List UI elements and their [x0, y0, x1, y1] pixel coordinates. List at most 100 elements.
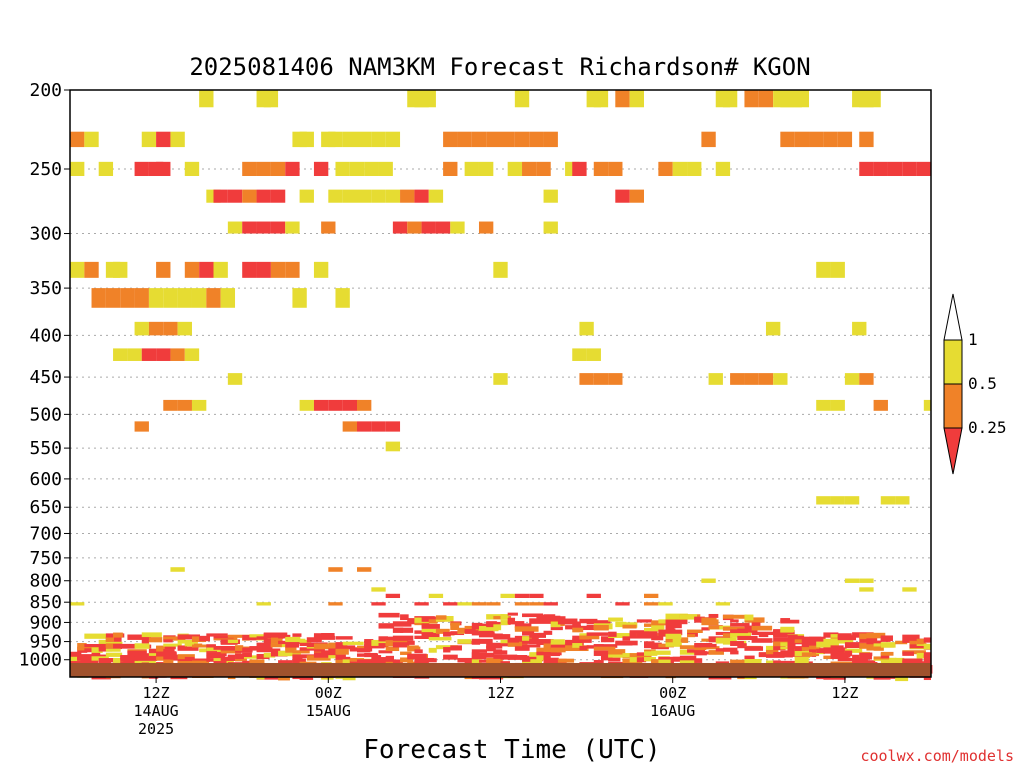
bl-streak	[608, 631, 617, 637]
bl-streak	[859, 652, 873, 657]
bl-streak	[536, 656, 546, 661]
heatmap-cell	[342, 189, 357, 203]
heatmap-cell	[414, 189, 429, 203]
bl-streak	[665, 626, 675, 631]
heatmap-cell	[199, 261, 214, 278]
bl-streak	[923, 652, 931, 658]
bl-streak	[773, 651, 793, 658]
bl-streak	[163, 639, 173, 643]
bl-streak	[550, 621, 561, 628]
bl-streak	[120, 658, 135, 662]
bl-streak	[730, 633, 752, 638]
bl-streak	[701, 646, 720, 650]
bl-streak	[780, 618, 791, 623]
bl-streak	[780, 646, 791, 650]
bl-streak	[177, 654, 195, 660]
bl-streak	[722, 614, 748, 619]
heatmap-cell	[156, 161, 171, 177]
heatmap-cell	[285, 161, 300, 177]
heatmap-cell	[313, 161, 329, 177]
bl-streak	[292, 654, 315, 659]
heatmap-cell	[385, 421, 401, 432]
bl-streak	[471, 626, 482, 630]
bl-streak	[644, 627, 664, 632]
bl-streak	[636, 619, 652, 623]
heatmap-cell	[263, 90, 279, 108]
heatmap-cell	[428, 593, 444, 599]
bl-streak	[435, 615, 447, 620]
bl-streak	[407, 640, 415, 645]
bl-streak	[500, 614, 509, 620]
bl-streak	[321, 650, 333, 656]
bl-streak	[608, 653, 632, 658]
bl-streak	[134, 653, 153, 658]
heatmap-cell	[156, 348, 171, 361]
bl-streak	[235, 649, 243, 653]
bl-streak	[184, 656, 195, 662]
bl-streak	[357, 660, 376, 666]
heatmap-cell	[385, 441, 401, 452]
credit-text: coolwx.com/models	[860, 747, 1014, 765]
bl-streak	[593, 644, 604, 648]
bl-streak	[471, 638, 481, 645]
bl-streak	[392, 621, 412, 627]
heatmap-cell	[586, 348, 601, 361]
bl-streak	[443, 654, 458, 660]
heatmap-cell	[270, 161, 286, 177]
bl-streak	[787, 649, 796, 654]
bl-streak	[765, 660, 777, 665]
bl-streak	[665, 613, 688, 620]
bl-streak	[751, 638, 773, 643]
heatmap-cell	[529, 593, 544, 599]
bl-streak	[694, 616, 705, 621]
heatmap-cell	[758, 373, 774, 385]
bl-streak	[471, 652, 480, 658]
bl-streak	[328, 647, 342, 653]
heatmap-cell	[744, 90, 759, 108]
heatmap-cell	[895, 496, 910, 505]
heatmap-cell	[148, 288, 164, 308]
bl-streak	[809, 645, 820, 650]
heatmap-cell	[859, 373, 874, 385]
heatmap-cell	[328, 399, 343, 411]
heatmap-cell	[916, 161, 931, 177]
bl-streak	[263, 638, 272, 645]
bl-streak	[550, 639, 565, 645]
heatmap-cell	[371, 421, 386, 432]
heatmap-cell	[744, 373, 759, 385]
bl-streak	[665, 633, 682, 639]
heatmap-cell	[105, 288, 121, 308]
bl-streak	[98, 658, 119, 663]
bl-streak	[701, 651, 712, 655]
heatmap-cell	[256, 221, 271, 234]
heatmap-cell	[471, 131, 487, 148]
heatmap-cell	[256, 261, 271, 278]
heatmap-cell	[371, 602, 386, 606]
bl-streak	[313, 643, 331, 650]
heatmap-cell	[765, 321, 781, 336]
bl-streak	[644, 631, 658, 637]
bl-streak	[773, 634, 788, 638]
heatmap-cell	[141, 131, 157, 148]
heatmap-cell	[357, 131, 372, 148]
heatmap-cell	[586, 593, 601, 599]
bl-streak	[593, 624, 609, 631]
bl-streak	[543, 657, 559, 663]
bl-streak	[708, 625, 720, 630]
heatmap-cell	[816, 261, 831, 278]
bl-streak	[371, 655, 382, 660]
bl-streak	[70, 656, 81, 662]
bl-streak	[313, 635, 335, 640]
bl-streak	[220, 646, 243, 651]
heatmap-cell	[242, 221, 257, 234]
bl-streak	[895, 640, 908, 645]
bl-streak	[457, 657, 479, 663]
heatmap-cell	[184, 348, 200, 361]
bl-streak	[256, 653, 270, 660]
bl-streak	[514, 626, 539, 632]
bl-streak	[665, 618, 688, 625]
heatmap-cell	[148, 321, 164, 336]
bl-streak	[321, 633, 335, 637]
heatmap-cell	[780, 131, 795, 148]
bl-streak	[644, 649, 656, 653]
